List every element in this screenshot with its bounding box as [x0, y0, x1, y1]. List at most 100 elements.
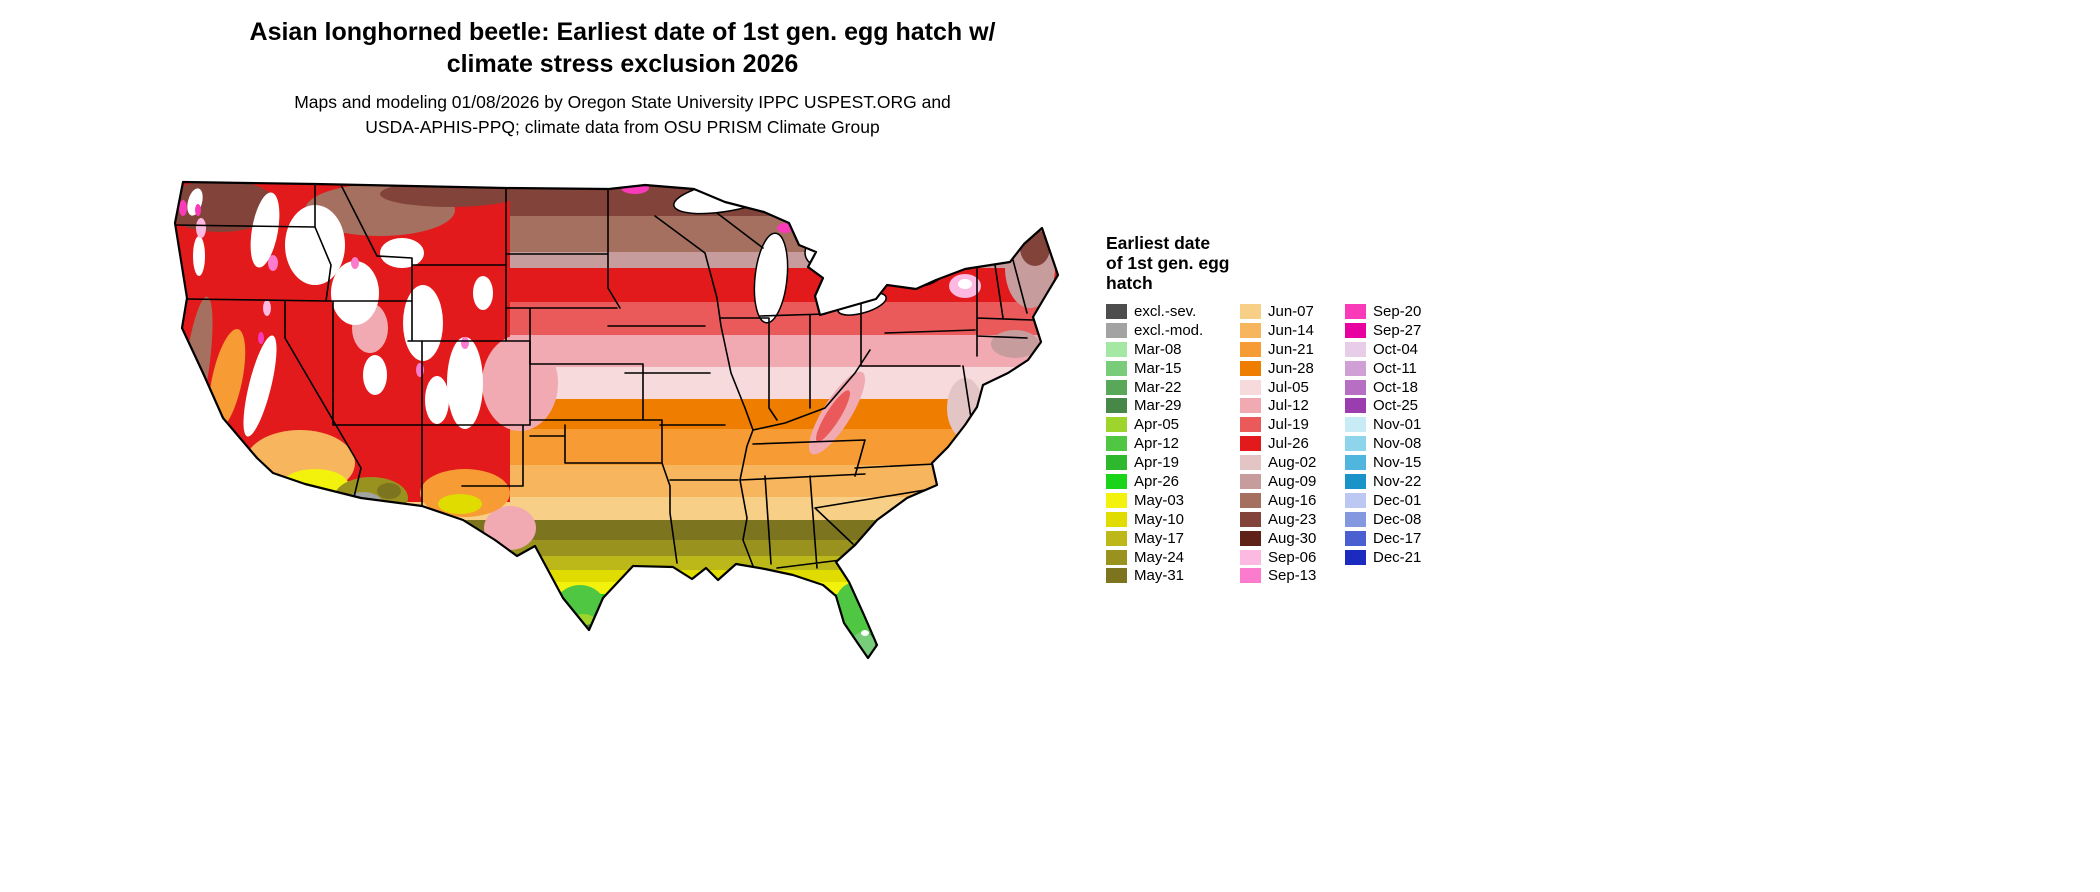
legend-entry: Jun-21: [1240, 340, 1345, 359]
legend-swatch: [1240, 398, 1261, 414]
map-subtitle: Maps and modeling 01/08/2026 by Oregon S…: [0, 90, 1245, 140]
map-title-line1: Asian longhorned beetle: Earliest date o…: [249, 18, 996, 46]
legend-label: Nov-22: [1373, 472, 1422, 490]
legend-swatch: [1345, 455, 1366, 471]
us-outline: [173, 180, 1060, 660]
legend-label: Oct-18: [1373, 378, 1419, 396]
legend-entry: Apr-05: [1106, 415, 1240, 434]
legend-swatch: [1345, 398, 1366, 414]
legend-swatch: [1106, 492, 1127, 508]
legend-entry: Sep-06: [1240, 548, 1345, 567]
legend-label: Jun-21: [1268, 340, 1314, 358]
legend-entry: Mar-15: [1106, 359, 1240, 378]
legend-swatch: [1240, 568, 1261, 584]
legend-label: Apr-26: [1134, 472, 1180, 490]
legend-column-2: Jun-07 Jun-14 Jun-21 Jun-28 Jul-05 Jul-12 Jul-…: [1240, 302, 1345, 585]
legend-swatch: [1240, 549, 1261, 565]
legend-entry: Sep-20: [1345, 302, 1421, 321]
legend-label: Dec-01: [1373, 491, 1422, 509]
legend-label: Apr-05: [1134, 416, 1180, 434]
legend-swatch: [1106, 379, 1127, 395]
legend-swatch: [1106, 530, 1127, 546]
legend-entry: excl.-mod.: [1106, 321, 1240, 340]
legend-entry: Sep-27: [1345, 321, 1421, 340]
map-title: Asian longhorned beetle: Earliest date o…: [0, 16, 1245, 80]
legend-swatch: [1345, 530, 1366, 546]
legend-entry: Apr-26: [1106, 472, 1240, 491]
header: Asian longhorned beetle: Earliest date o…: [0, 16, 1245, 140]
legend-swatch: [1106, 436, 1127, 452]
legend-swatch: [1345, 417, 1366, 433]
legend-entry: Nov-01: [1345, 415, 1421, 434]
legend-swatch: [1106, 360, 1127, 376]
legend-entry: Mar-08: [1106, 340, 1240, 359]
legend-title: Earliest date of 1st gen. egg hatch: [1106, 233, 1456, 293]
legend-entry: Aug-16: [1240, 491, 1345, 510]
legend-label: Aug-16: [1268, 491, 1317, 509]
legend-swatch: [1240, 360, 1261, 376]
legend-swatch: [1345, 473, 1366, 489]
legend-swatch: [1106, 322, 1127, 338]
legend-entry: Jun-28: [1240, 359, 1345, 378]
legend-label: Oct-25: [1373, 397, 1419, 415]
legend-entry: Jul-12: [1240, 396, 1345, 415]
legend-label: May-31: [1134, 567, 1185, 585]
legend-swatch: [1345, 341, 1366, 357]
legend-entry: Nov-22: [1345, 472, 1421, 491]
excluded-area: [250, 192, 280, 268]
legend-label: Jul-12: [1268, 397, 1309, 415]
legend-swatch: [1240, 417, 1261, 433]
legend-label: Sep-20: [1373, 302, 1422, 320]
legend-column-3: Sep-20 Sep-27 Oct-04 Oct-11 Oct-18 Oct-25 Nov-…: [1345, 302, 1421, 585]
legend-label: Sep-13: [1268, 567, 1317, 585]
legend-swatch: [1240, 322, 1261, 338]
legend-label: Dec-08: [1373, 510, 1422, 528]
legend-label: Mar-08: [1134, 340, 1182, 358]
legend-label: Dec-21: [1373, 548, 1422, 566]
legend-swatch: [1345, 360, 1366, 376]
legend-swatch: [1240, 436, 1261, 452]
map-region-overlays: [175, 182, 1055, 658]
legend-swatch: [1240, 379, 1261, 395]
legend-entry: Nov-15: [1345, 453, 1421, 472]
legend-entry: Apr-12: [1106, 434, 1240, 453]
legend-label: Dec-17: [1373, 529, 1422, 547]
legend-label: Jun-07: [1268, 302, 1314, 320]
legend-label: Aug-09: [1268, 472, 1317, 490]
legend-label: excl.-sev.: [1134, 302, 1197, 320]
legend-label: Jul-05: [1268, 378, 1309, 396]
legend-entry: Aug-09: [1240, 472, 1345, 491]
legend-label: May-24: [1134, 548, 1185, 566]
legend-title-line1: Earliest date: [1106, 233, 1211, 253]
legend-entry: Oct-11: [1345, 359, 1421, 378]
legend-swatch: [1106, 341, 1127, 357]
legend-entry: May-03: [1106, 491, 1240, 510]
legend-swatch: [1106, 303, 1127, 319]
legend-swatch: [1106, 473, 1127, 489]
legend-swatch: [1106, 568, 1127, 584]
legend-column-1: excl.-sev. excl.-mod. Mar-08 Mar-15 Mar-22 Ma…: [1106, 302, 1240, 585]
legend-swatch: [1240, 530, 1261, 546]
legend-label: Sep-06: [1268, 548, 1317, 566]
legend-entry: May-10: [1106, 510, 1240, 529]
legend-entry: Dec-01: [1345, 491, 1421, 510]
legend-label: Mar-22: [1134, 378, 1182, 396]
legend-label: Oct-11: [1373, 359, 1417, 377]
legend-label: Jul-19: [1268, 416, 1309, 434]
state-borders: [175, 183, 1034, 569]
legend-swatch: [1106, 511, 1127, 527]
map-subtitle-line2: USDA-APHIS-PPQ; climate data from OSU PR…: [365, 117, 880, 137]
legend-entry: Aug-30: [1240, 529, 1345, 548]
legend-label: Aug-30: [1268, 529, 1317, 547]
map-subtitle-line1: Maps and modeling 01/08/2026 by Oregon S…: [294, 92, 951, 112]
legend-entry: Aug-02: [1240, 453, 1345, 472]
legend-label: Apr-19: [1134, 454, 1180, 472]
legend-entry: Oct-25: [1345, 396, 1421, 415]
legend-entry: excl.-sev.: [1106, 302, 1240, 321]
lake-michigan: [753, 232, 789, 324]
legend-swatch: [1345, 379, 1366, 395]
legend-swatch: [1106, 455, 1127, 471]
legend-entry: May-24: [1106, 548, 1240, 567]
legend-label: Jul-26: [1268, 435, 1309, 453]
legend-swatch: [1345, 549, 1366, 565]
